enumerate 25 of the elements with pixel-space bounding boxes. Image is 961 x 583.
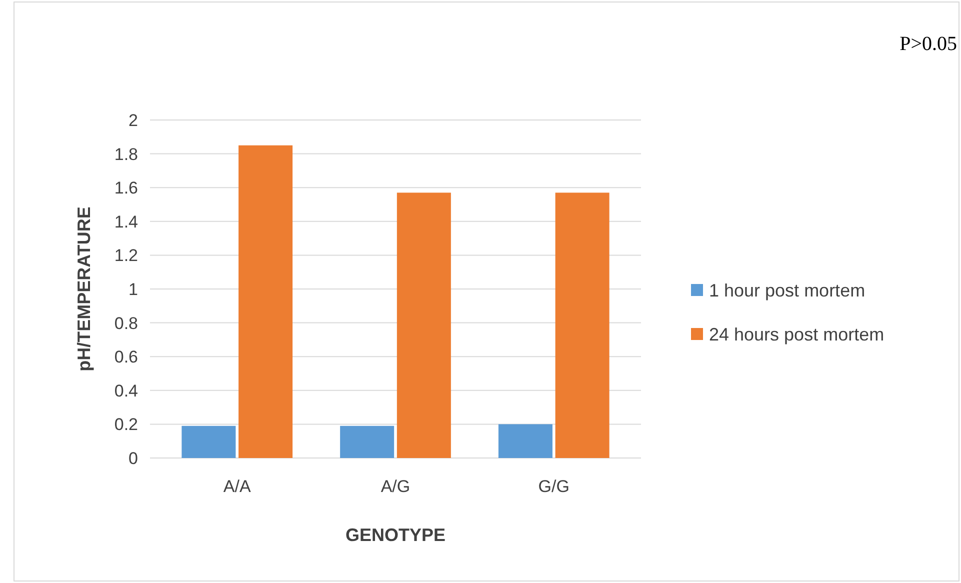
bar bbox=[340, 426, 394, 458]
x-tick-label: G/G bbox=[538, 477, 570, 496]
x-tick-label: A/A bbox=[223, 477, 252, 496]
bar bbox=[396, 192, 451, 458]
text: P>0.05 bbox=[900, 33, 957, 55]
legend-label: 1 hour post mortem bbox=[709, 280, 866, 300]
y-tick-label: 1.4 bbox=[114, 212, 138, 232]
y-tick-label: 2 bbox=[128, 110, 138, 130]
y-tick-label: 0.2 bbox=[114, 415, 138, 434]
y-axis-title: pH/TEMPERATURE bbox=[74, 206, 94, 372]
x-axis-title: GENOTYPE bbox=[345, 525, 446, 545]
x-tick-label: A/G bbox=[380, 477, 410, 496]
y-tick-label: 0.8 bbox=[114, 314, 138, 333]
y-tick-label: 1 bbox=[128, 280, 138, 299]
y-tick-label: 0 bbox=[128, 448, 138, 468]
y-tick-label: 1.8 bbox=[114, 144, 138, 164]
legend-label: 24 hours post mortem bbox=[709, 324, 884, 344]
y-tick-label: 1.2 bbox=[114, 246, 138, 266]
y-tick-label: 0.6 bbox=[114, 348, 138, 367]
bar bbox=[555, 192, 610, 458]
y-tick-label: 0.4 bbox=[114, 381, 138, 400]
bar bbox=[182, 426, 236, 458]
bar bbox=[498, 424, 552, 458]
y-tick-label: 1.6 bbox=[114, 178, 138, 198]
bar bbox=[238, 145, 293, 458]
